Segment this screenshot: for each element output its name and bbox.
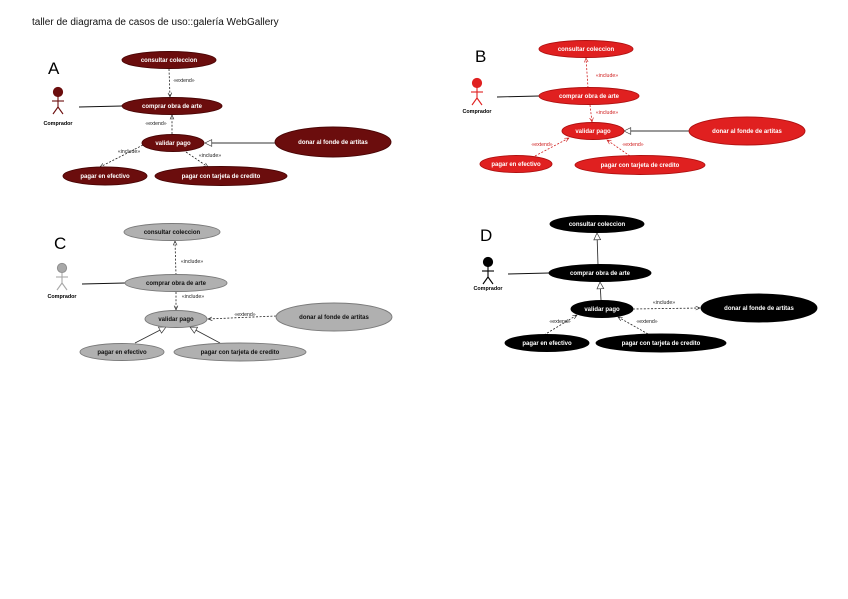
diagram-a-usecase-efectivo-label: pagar en efectivo: [80, 174, 130, 180]
diagram-a-association-line: [78, 105, 123, 108]
diagram-b-usecase-efectivo[interactable]: pagar en efectivo: [479, 155, 553, 173]
diagram-a-usecase-validar-label: validar pago: [155, 141, 191, 147]
diagram-b-association-line: [496, 95, 540, 98]
diagram-a-relation-label: «extend»: [173, 78, 194, 84]
diagram-d-usecase-consultar-label: consultar coleccion: [569, 222, 626, 228]
diagram-a-usecase-comprar-label: comprar obra de arte: [142, 104, 203, 110]
diagram-a-relation-label: «extend»: [145, 121, 166, 127]
diagram-c-association-line: [81, 282, 126, 285]
diagram-a-letter: A: [48, 59, 60, 78]
diagram-c-generalization-arrow: [190, 326, 221, 344]
diagram-d-usecase-donar[interactable]: donar al fonde de artitas: [700, 293, 818, 323]
diagram-d-usecase-comprar[interactable]: comprar obra de arte: [548, 264, 652, 282]
diagram-c-actor-icon: [56, 262, 68, 291]
diagram-d-usecase-validar-label: validar pago: [584, 307, 620, 313]
diagram-d-usecase-efectivo-label: pagar en efectivo: [522, 341, 572, 347]
diagram-b-usecase-comprar[interactable]: comprar obra de arte: [538, 87, 640, 105]
diagram-b-actor-icon: [471, 77, 483, 106]
diagram-b-usecase-comprar-label: comprar obra de arte: [559, 94, 620, 100]
diagram-b-usecase-efectivo-label: pagar en efectivo: [491, 162, 541, 168]
diagram-b-letter: B: [475, 47, 486, 66]
diagram-a-usecase-donar[interactable]: donar al fonde de artitas: [274, 126, 392, 158]
diagram-b-usecase-consultar-label: consultar coleccion: [558, 47, 615, 53]
diagram-d-usecase-tarjeta[interactable]: pagar con tarjeta de credito: [595, 333, 727, 353]
diagram-c-generalization-arrow: [134, 326, 166, 344]
diagram-b-relation-label: «include»: [596, 73, 618, 79]
diagram-d-actor-icon: [482, 256, 494, 285]
diagram-b-usecase-validar-label: validar pago: [575, 129, 611, 135]
diagram-c-usecase-donar[interactable]: donar al fonde de artitas: [275, 302, 393, 332]
diagram-c-relation-label: «include»: [182, 294, 204, 300]
diagram-d-relation-label: «extend»: [549, 319, 570, 325]
diagram-d-usecase-efectivo[interactable]: pagar en efectivo: [504, 334, 590, 352]
diagram-d-relation-label: «include»: [653, 300, 675, 306]
diagram-c-relation-label: «extend»: [234, 312, 255, 318]
diagram-d-association-line: [507, 272, 550, 275]
diagram-b-relation-label: «extend»: [622, 142, 643, 148]
diagram-a-usecase-tarjeta[interactable]: pagar con tarjeta de credito: [154, 166, 288, 186]
diagram-a-usecase-donar-label: donar al fonde de artitas: [298, 140, 368, 146]
diagram-d-usecase-validar[interactable]: validar pago: [570, 300, 634, 318]
diagram-c-relation-label: «include»: [181, 259, 203, 265]
diagram-b-usecase-validar[interactable]: validar pago: [561, 122, 625, 140]
diagram-d-actor-label: Comprador: [473, 286, 503, 292]
diagram-c-usecase-tarjeta-label: pagar con tarjeta de credito: [201, 350, 280, 356]
diagram-c-letter: C: [54, 234, 66, 253]
diagram-a-actor-label: Comprador: [43, 121, 73, 127]
diagram-c-usecase-efectivo-label: pagar en efectivo: [97, 350, 147, 356]
diagram-a-dependency-arrow: [185, 151, 208, 167]
diagram-c-usecase-validar[interactable]: validar pago: [144, 310, 208, 328]
diagram-c-usecase-comprar-label: comprar obra de arte: [146, 281, 207, 287]
diagram-b-usecase-tarjeta[interactable]: pagar con tarjeta de credito: [574, 155, 706, 175]
diagram-c-usecase-tarjeta[interactable]: pagar con tarjeta de credito: [173, 342, 307, 362]
diagram-d-generalization-arrow: [600, 282, 601, 301]
diagram-d-usecase-consultar[interactable]: consultar coleccion: [549, 215, 645, 233]
diagram-a-dependency-arrow: [169, 68, 170, 97]
diagram-b-relation-label: «extend»: [531, 142, 552, 148]
diagram-b-usecase-donar-label: donar al fonde de artitas: [712, 129, 782, 135]
diagram-d-dependency-arrow: [632, 308, 700, 309]
diagram-a-usecase-comprar[interactable]: comprar obra de arte: [121, 97, 223, 115]
diagram-b-usecase-tarjeta-label: pagar con tarjeta de credito: [601, 163, 680, 169]
diagram-d-dependency-arrow: [543, 315, 577, 336]
diagram-c-usecase-consultar[interactable]: consultar coleccion: [123, 223, 221, 241]
diagram-d-relation-label: «extend»: [636, 319, 657, 325]
diagram-c-usecase-validar-label: validar pago: [158, 317, 194, 323]
diagram-c-usecase-efectivo[interactable]: pagar en efectivo: [79, 343, 165, 361]
diagram-d-usecase-comprar-label: comprar obra de arte: [570, 271, 631, 277]
diagram-c-usecase-donar-label: donar al fonde de artitas: [299, 315, 369, 321]
diagram-a-usecase-efectivo[interactable]: pagar en efectivo: [62, 166, 148, 186]
diagram-a-relation-label: «include»: [118, 149, 140, 155]
diagram-d-usecase-tarjeta-label: pagar con tarjeta de credito: [622, 341, 701, 347]
diagram-b-dependency-arrow: [590, 104, 592, 122]
diagram-a-dependency-arrow: [100, 144, 144, 168]
diagram-b-dependency-arrow: [586, 58, 588, 89]
diagram-d-letter: D: [480, 226, 492, 245]
diagram-b-usecase-consultar[interactable]: consultar coleccion: [538, 40, 634, 58]
page-title: taller de diagrama de casos de uso::gale…: [32, 17, 279, 28]
diagram-a-usecase-tarjeta-label: pagar con tarjeta de credito: [182, 174, 261, 180]
diagram-b-relation-label: «include»: [596, 110, 618, 116]
diagram-c-dependency-arrow: [175, 241, 176, 276]
diagram-a-usecase-validar[interactable]: validar pago: [141, 134, 205, 152]
diagram-a-usecase-consultar[interactable]: consultar coleccion: [121, 51, 217, 69]
diagram-b-dependency-arrow: [534, 138, 569, 157]
diagram-c-usecase-consultar-label: consultar coleccion: [144, 230, 201, 236]
diagram-d-generalization-arrow: [597, 233, 598, 266]
diagram-b-usecase-donar[interactable]: donar al fonde de artitas: [688, 116, 806, 146]
diagram-c-usecase-comprar[interactable]: comprar obra de arte: [124, 274, 228, 292]
diagram-a-actor-icon: [52, 86, 64, 115]
diagram-d-usecase-donar-label: donar al fonde de artitas: [724, 306, 794, 312]
diagram-b-actor-label: Comprador: [462, 109, 492, 115]
diagram-a-relation-label: «include»: [199, 153, 221, 159]
diagram-b-dependency-arrow: [607, 140, 631, 157]
diagram-c-actor-label: Comprador: [47, 294, 77, 300]
diagram-c-dependency-arrow: [208, 315, 277, 319]
diagram-a-usecase-consultar-label: consultar coleccion: [141, 58, 198, 64]
